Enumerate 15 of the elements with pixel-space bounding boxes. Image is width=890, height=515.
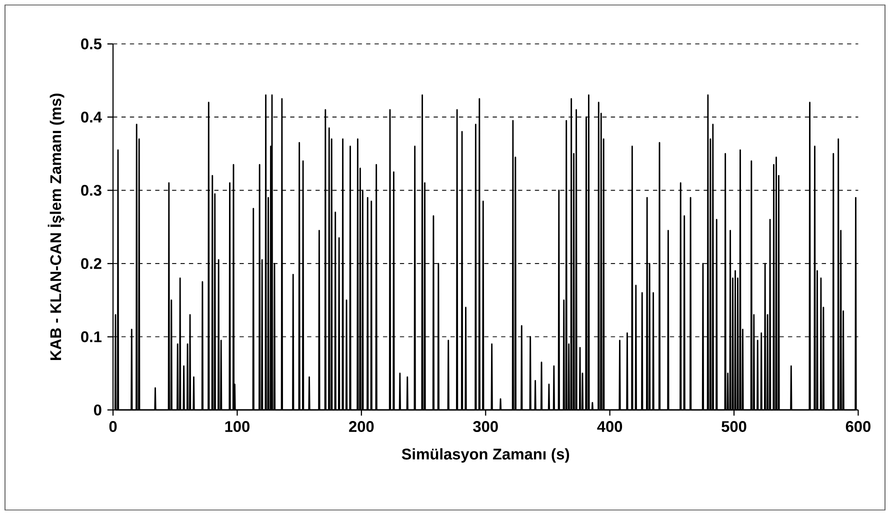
x-tick-label: 600 — [846, 421, 870, 432]
y-tick-label: 0.1 — [81, 331, 102, 342]
x-tick-label: 500 — [722, 421, 746, 432]
y-tick-label: 0.3 — [81, 184, 102, 196]
x-tick-label: 300 — [473, 421, 498, 432]
y-axis-title: KAB - KLAN-CAN İşlem Zamanı (ms) — [48, 94, 64, 360]
y-tick-label: 0.2 — [81, 258, 102, 270]
y-tick-label: 0.4 — [81, 112, 102, 123]
x-tick-label: 100 — [225, 421, 250, 432]
y-tick-label: 0 — [94, 404, 102, 416]
x-tick-label: 200 — [349, 421, 374, 432]
x-axis-title: Simülasyon Zamanı (s) — [402, 448, 570, 463]
x-tick-label: 400 — [597, 421, 622, 432]
y-tick-label: 0.5 — [81, 38, 102, 50]
x-tick-label: 0 — [109, 421, 117, 432]
